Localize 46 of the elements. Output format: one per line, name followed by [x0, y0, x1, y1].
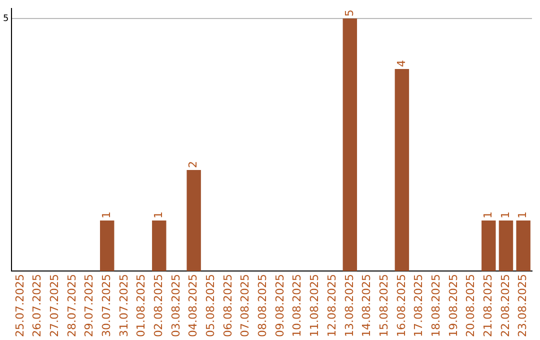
data-label: 1	[516, 212, 530, 219]
x-tick-label: 27.07.2025	[48, 274, 61, 338]
x-tick-label: 15.08.2025	[377, 274, 390, 338]
x-tick-label: 17.08.2025	[412, 274, 426, 338]
x-tick-label: 26.07.2025	[30, 274, 44, 338]
x-tick-label: 20.08.2025	[464, 274, 478, 338]
bar	[152, 220, 166, 272]
x-tick-label: 01.08.2025	[134, 274, 148, 338]
data-label: 1	[482, 212, 495, 219]
bar	[498, 220, 514, 272]
x-tick-label: 09.08.2025	[273, 274, 286, 338]
x-tick-label: 14.08.2025	[360, 274, 374, 338]
x-tick-label: 11.08.2025	[308, 274, 322, 338]
data-label: 1	[100, 212, 113, 219]
x-tick-label: 03.08.2025	[169, 274, 182, 338]
bar	[100, 220, 114, 272]
bar	[516, 220, 530, 272]
data-label: 2	[186, 161, 200, 168]
data-label: 4	[394, 60, 408, 68]
x-tick-label: 31.07.2025	[117, 274, 130, 338]
bar	[186, 170, 201, 272]
x-tick-label: 04.08.2025	[186, 274, 200, 338]
bar	[394, 69, 410, 272]
x-tick-label: 30.07.2025	[100, 274, 113, 338]
bar	[342, 18, 358, 272]
x-tick-label: 06.08.2025	[221, 274, 234, 338]
x-tick-label: 12.08.2025	[325, 274, 338, 338]
bar	[482, 220, 496, 272]
data-label: 1	[152, 212, 165, 219]
x-tick-label: 22.08.2025	[498, 274, 512, 338]
data-label: 1	[498, 212, 512, 219]
x-tick-label: 13.08.2025	[342, 274, 356, 338]
x-tick-label: 19.08.2025	[446, 274, 460, 338]
x-tick-label: 21.08.2025	[482, 274, 495, 338]
x-tick-label: 28.07.2025	[65, 274, 78, 338]
x-tick-label: 07.08.2025	[238, 274, 252, 338]
x-tick-label: 02.08.2025	[152, 274, 165, 338]
x-tick-label: 05.08.2025	[204, 274, 218, 338]
x-tick-label: 10.08.2025	[290, 274, 304, 338]
x-tick-label: 16.08.2025	[394, 274, 408, 338]
x-tick-label: 25.07.2025	[13, 274, 26, 338]
x-tick-label: 23.08.2025	[516, 274, 530, 338]
x-tick-label: 18.08.2025	[429, 274, 442, 338]
x-tick-label: 29.07.2025	[82, 274, 96, 338]
x-tick-label: 08.08.2025	[256, 274, 270, 338]
data-label: 5	[342, 10, 356, 16]
